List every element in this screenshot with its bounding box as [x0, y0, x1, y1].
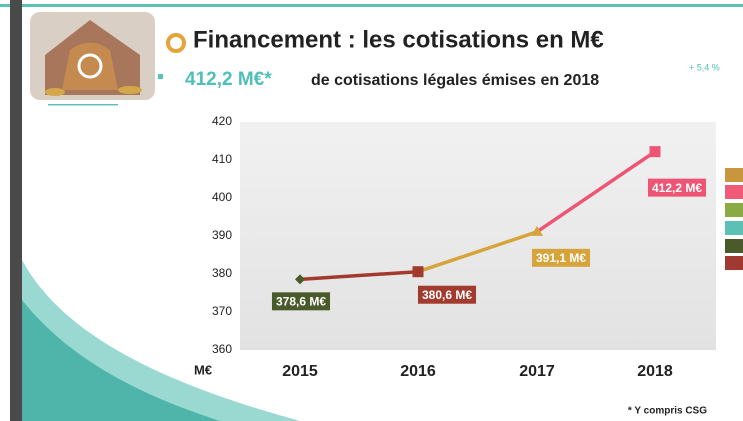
point-marker: [295, 274, 305, 285]
x-tick-label: 2016: [400, 363, 436, 380]
plot-area: [240, 122, 716, 350]
value-label: 380,6 M€: [422, 288, 472, 302]
value-label: 378,6 M€: [276, 294, 326, 308]
subtitle-bullet: [158, 74, 163, 79]
title-bullet: [166, 33, 186, 53]
subtitle-highlight: 412,2 M€*: [185, 69, 272, 90]
y-axis-label: M€: [194, 362, 212, 377]
y-tick-label: 360: [212, 342, 232, 356]
chart-title: Financement : les cotisations en M€: [193, 26, 604, 53]
y-tick-label: 410: [212, 152, 232, 166]
corner-shape: [22, 300, 220, 421]
x-tick-label: 2015: [282, 363, 318, 380]
value-label-box: [417, 285, 477, 304]
line-segment: [536, 150, 656, 234]
x-tick-label: 2017: [519, 363, 555, 380]
value-label-box: [647, 178, 707, 197]
y-tick-label: 400: [212, 190, 232, 204]
point-marker: [649, 146, 661, 158]
annotation: + 5,4 %: [689, 62, 720, 72]
side-bar: [10, 0, 22, 421]
y-tick-label: 380: [212, 266, 232, 280]
y-tick-label: 420: [212, 114, 232, 128]
footnote: * Y compris CSG: [628, 406, 707, 417]
value-label: 412,2 M€: [652, 181, 702, 195]
line-segment: [299, 269, 419, 282]
value-label: 391,1 M€: [536, 251, 586, 265]
subtitle: de cotisations légales émises en 2018: [311, 72, 599, 89]
x-tick-label: 2018: [637, 363, 673, 380]
value-label-box: [531, 248, 591, 267]
y-tick-label: 390: [212, 228, 232, 242]
house-image: [30, 12, 155, 100]
point-marker: [531, 225, 543, 236]
top-border: [0, 4, 743, 7]
point-marker: [412, 266, 424, 278]
y-tick-label: 370: [212, 304, 232, 318]
side-squares: [725, 168, 743, 270]
line-segment: [417, 230, 538, 274]
underline: [48, 104, 118, 106]
value-label-box: [271, 292, 331, 311]
